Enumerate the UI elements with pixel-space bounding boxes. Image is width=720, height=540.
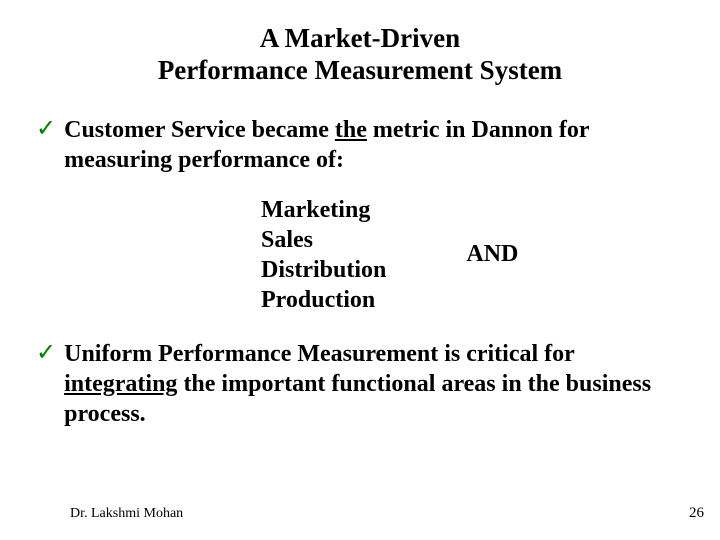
sublist-item: Sales (261, 225, 386, 255)
slide-footer: Dr. Lakshmi Mohan 26 (0, 505, 720, 522)
sublist-wrap: Marketing Sales Distribution Production … (261, 195, 684, 315)
bullet-item: ✓ Uniform Performance Measurement is cri… (36, 339, 684, 429)
sublist-item: Production (261, 285, 386, 315)
slide-title: A Market-Driven Performance Measurement … (0, 0, 720, 87)
bullet-text: Customer Service became the metric in Da… (64, 115, 684, 175)
bullet1-pre: Customer Service became (64, 117, 335, 143)
sublist-item: Marketing (261, 195, 386, 225)
footer-page-number: 26 (689, 505, 704, 522)
checkmark-icon: ✓ (36, 115, 56, 144)
bullet-item: ✓ Customer Service became the metric in … (36, 115, 684, 175)
sublist-item: Distribution (261, 255, 386, 285)
title-line-2: Performance Measurement System (158, 55, 562, 85)
slide-content: ✓ Customer Service became the metric in … (0, 87, 720, 429)
title-line-1: A Market-Driven (260, 23, 460, 53)
footer-author: Dr. Lakshmi Mohan (70, 506, 183, 522)
bullet-text: Uniform Performance Measurement is criti… (64, 339, 684, 429)
bullet2-underline: integrating (64, 371, 177, 397)
checkmark-icon: ✓ (36, 339, 56, 368)
bullet1-underline: the (335, 117, 367, 143)
sublist: Marketing Sales Distribution Production (261, 195, 386, 315)
and-label: AND (466, 241, 518, 268)
bullet2-pre: Uniform Performance Measurement is criti… (64, 341, 574, 367)
